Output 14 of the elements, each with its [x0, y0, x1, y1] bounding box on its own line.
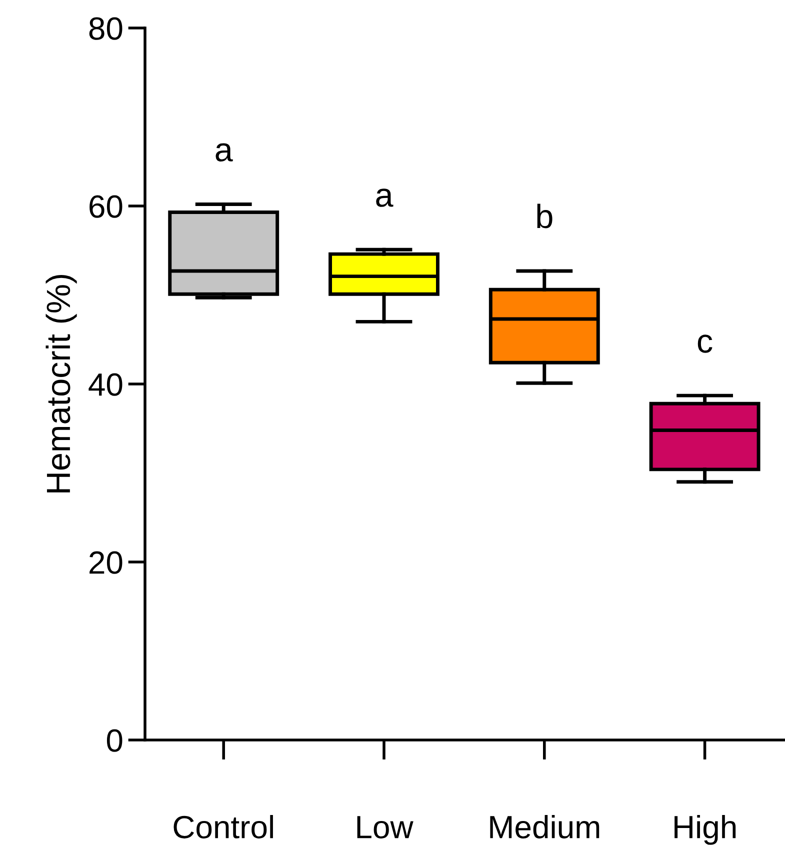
x-tick-label: High: [674, 815, 736, 845]
annotation: c: [698, 334, 712, 353]
y-tick-label: 20: [90, 551, 122, 574]
x-tick-label: Control: [174, 815, 273, 838]
y-tick-label: 40: [88, 373, 122, 396]
y-tick-label: 60: [90, 195, 122, 218]
y-axis-title: Hematocrit (%): [46, 274, 77, 492]
annotation: a: [216, 143, 233, 162]
annotation: a: [376, 188, 394, 207]
y-tick-label: 0: [106, 729, 122, 752]
x-tick-label: Medium: [490, 815, 600, 838]
x-tick-label: Low: [357, 816, 414, 838]
y-tick-label: 80: [89, 17, 122, 40]
annotation: b: [537, 204, 552, 228]
